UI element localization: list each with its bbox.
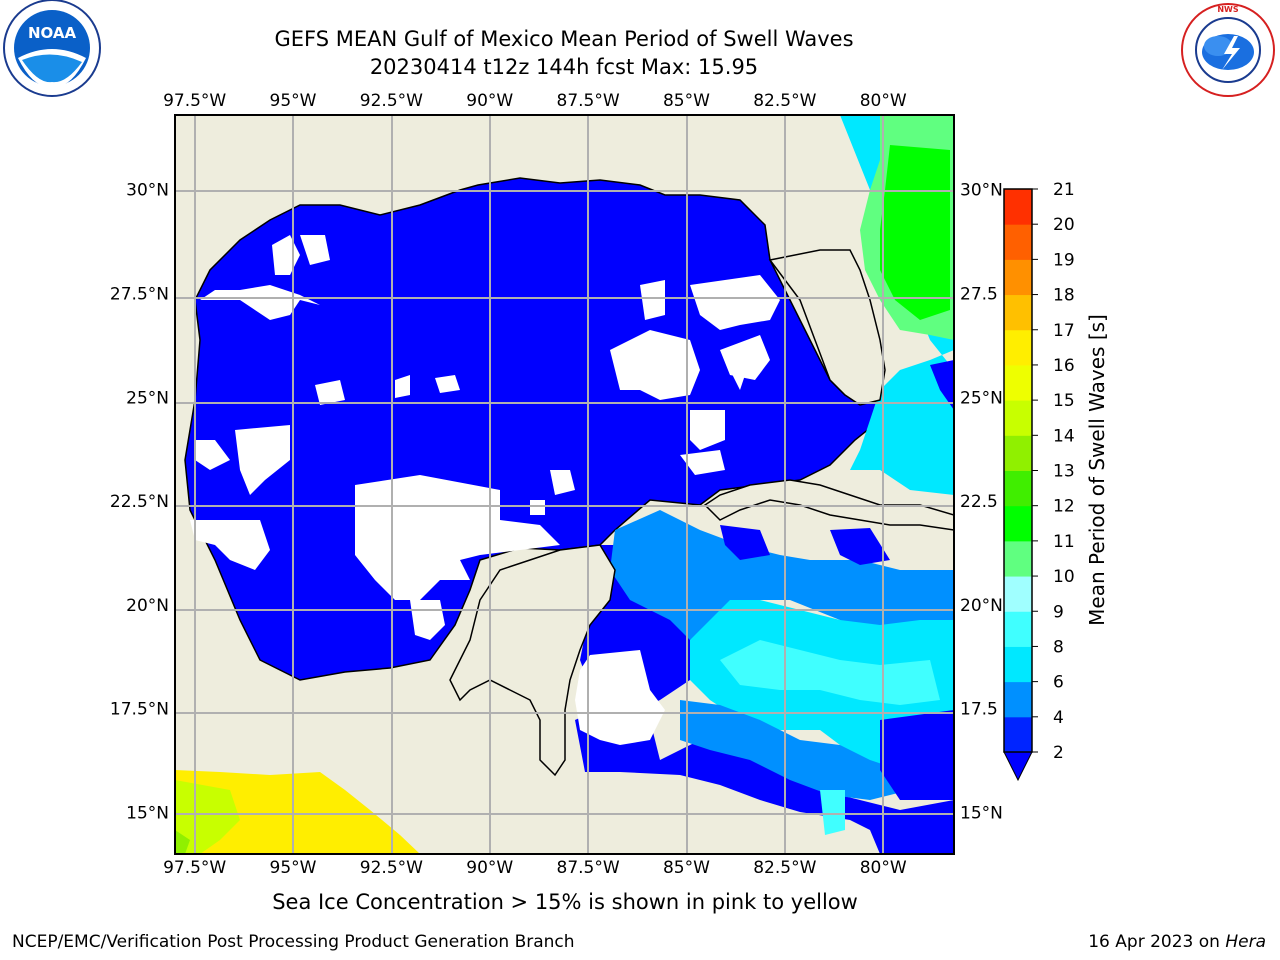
colorbar-segment bbox=[1004, 540, 1032, 577]
lat-tick-label-right: 17.5 bbox=[960, 700, 998, 720]
lat-tick-label-left: 30°N bbox=[126, 181, 169, 201]
pacific-region bbox=[175, 770, 420, 854]
colorbar-segment bbox=[1004, 259, 1032, 296]
lat-tick-label-right: 20°N bbox=[960, 596, 1003, 616]
lon-tick-label-bottom: 95°W bbox=[270, 858, 317, 878]
colorbar-tick-label: 4 bbox=[1053, 708, 1064, 728]
colorbar-tick-label: 14 bbox=[1053, 426, 1075, 446]
colorbar-tick-label: 2 bbox=[1053, 743, 1064, 763]
chart-subtitle: 20230414 t12z 144h fcst Max: 15.95 bbox=[369, 55, 759, 79]
colorbar-tick-label: 6 bbox=[1053, 673, 1064, 693]
caribbean-swell-region bbox=[610, 510, 954, 650]
colorbar-tick-label: 9 bbox=[1053, 602, 1064, 622]
footer-host: Hera bbox=[1225, 932, 1266, 952]
colorbar-segment bbox=[1004, 364, 1032, 401]
colorbar-segment bbox=[1004, 435, 1032, 471]
colorbar-segment bbox=[1004, 189, 1032, 225]
colorbar-tick-label: 10 bbox=[1053, 567, 1075, 587]
lat-tick-label-left: 20°N bbox=[126, 596, 169, 616]
lon-tick-label-bottom: 90°W bbox=[466, 858, 513, 878]
colorbar-segment bbox=[1004, 329, 1032, 366]
footer-date: 16 Apr 2023 on bbox=[1088, 932, 1226, 952]
lon-tick-label-top: 85°W bbox=[663, 91, 710, 111]
lat-tick-label-right: 30°N bbox=[960, 181, 1003, 201]
colorbar-segment bbox=[1004, 716, 1032, 753]
lat-tick-label-left: 27.5°N bbox=[110, 285, 169, 305]
lon-tick-label-bottom: 97.5°W bbox=[163, 858, 226, 878]
lon-tick-label-top: 95°W bbox=[270, 91, 317, 111]
colorbar-tick-label: 16 bbox=[1053, 356, 1075, 376]
colorbar-segment bbox=[1004, 470, 1032, 507]
footer-left: NCEP/EMC/Verification Post Processing Pr… bbox=[12, 932, 575, 952]
noaa-logo: NOAA bbox=[3, 0, 101, 97]
colorbar-tick-label: 12 bbox=[1053, 497, 1075, 517]
colorbar-tick-label: 11 bbox=[1053, 532, 1075, 552]
lon-tick-label-bottom: 85°W bbox=[663, 858, 710, 878]
colorbar-segment bbox=[1004, 505, 1032, 542]
lon-tick-label-bottom: 87.5°W bbox=[557, 858, 620, 878]
colorbar-segment bbox=[1004, 224, 1032, 260]
colorbar-tick-label: 18 bbox=[1053, 286, 1075, 306]
noaa-logo-text: NOAA bbox=[28, 24, 77, 42]
chart-title: GEFS MEAN Gulf of Mexico Mean Period of … bbox=[274, 27, 854, 51]
colorbar-extend-arrow bbox=[1003, 751, 1033, 782]
colorbar-segment bbox=[1004, 400, 1032, 436]
footer-right: 16 Apr 2023 on Hera bbox=[1088, 932, 1266, 952]
lat-tick-label-right: 27.5 bbox=[960, 285, 998, 305]
map-frame bbox=[174, 114, 955, 855]
lat-tick-label-left: 17.5°N bbox=[110, 700, 169, 720]
lon-tick-label-top: 97.5°W bbox=[163, 91, 226, 111]
colorbar: 2 4 6 8 9 10 11 12 13 14 15 16 17 18 19 20 21 bbox=[1003, 180, 1075, 782]
colorbar-segment bbox=[1004, 681, 1032, 718]
svg-text:NWS: NWS bbox=[1217, 5, 1239, 14]
nws-logo: NWS bbox=[1180, 2, 1276, 98]
colorbar-tick-label: 13 bbox=[1053, 462, 1075, 482]
colorbar-label: Mean Period of Swell Waves [s] bbox=[1085, 314, 1109, 626]
colorbar-tick-label: 19 bbox=[1053, 250, 1075, 270]
lat-tick-label-right: 15°N bbox=[960, 803, 1003, 823]
lat-tick-label-right: 22.5 bbox=[960, 492, 998, 512]
caribbean-water-region bbox=[575, 700, 954, 854]
lon-tick-label-top: 92.5°W bbox=[360, 91, 423, 111]
lon-tick-label-bottom: 92.5°W bbox=[360, 858, 423, 878]
colorbar-tick-label: 8 bbox=[1053, 637, 1064, 657]
colorbar-segment bbox=[1004, 646, 1032, 683]
colorbar-tick-label: 15 bbox=[1053, 391, 1075, 411]
lat-tick-label-left: 25°N bbox=[126, 388, 169, 408]
lon-tick-label-top: 80°W bbox=[860, 91, 907, 111]
lat-tick-label-left: 22.5°N bbox=[110, 492, 169, 512]
lon-tick-label-bottom: 82.5°W bbox=[753, 858, 816, 878]
lat-tick-label-right: 25°N bbox=[960, 388, 1003, 408]
lon-tick-label-top: 82.5°W bbox=[753, 91, 816, 111]
map-graticule bbox=[175, 115, 954, 854]
colorbar-tick-label: 21 bbox=[1053, 180, 1075, 200]
lon-tick-label-top: 87.5°W bbox=[557, 91, 620, 111]
lon-tick-label-top: 90°W bbox=[466, 91, 513, 111]
sea-ice-note: Sea Ice Concentration > 15% is shown in … bbox=[272, 890, 858, 914]
colorbar-tick-label: 17 bbox=[1053, 321, 1075, 341]
colorbar-segment bbox=[1004, 611, 1032, 647]
colorbar-segment bbox=[1004, 576, 1032, 612]
colorbar-tick-label: 20 bbox=[1053, 215, 1075, 235]
lon-tick-label-bottom: 80°W bbox=[860, 858, 907, 878]
colorbar-segment bbox=[1004, 294, 1032, 331]
lat-tick-label-left: 15°N bbox=[126, 803, 169, 823]
